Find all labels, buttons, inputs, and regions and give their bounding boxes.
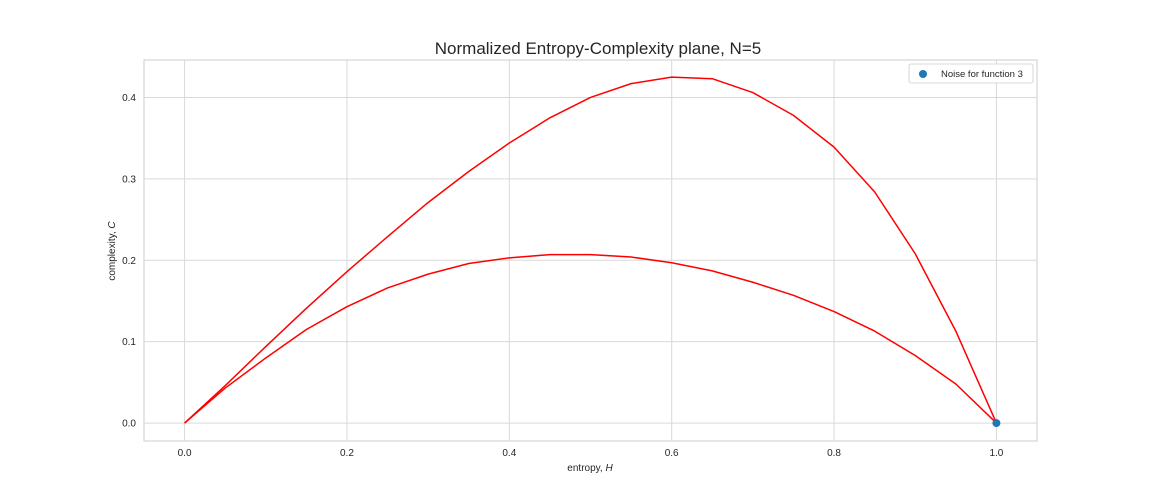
x-axis-label: entropy, H	[567, 463, 613, 474]
x-tick-label: 0.2	[340, 448, 354, 459]
y-tick-label: 0.3	[122, 174, 136, 185]
x-tick-label: 0.4	[502, 448, 516, 459]
grid-lines	[144, 60, 1037, 441]
legend-label: Noise for function 3	[941, 69, 1023, 80]
x-tick-labels: 0.0 0.2 0.4 0.6 0.8 1.0	[178, 448, 1004, 459]
x-tick-label: 0.6	[665, 448, 679, 459]
upper-bound-curve	[184, 76, 998, 424]
y-tick-labels: 0.0 0.1 0.2 0.3 0.4	[122, 93, 136, 430]
chart-title: Normalized Entropy-Complexity plane, N=5	[435, 39, 761, 58]
x-tick-label: 0.0	[178, 448, 192, 459]
x-tick-label: 1.0	[989, 448, 1003, 459]
x-tick-label: 0.8	[827, 448, 841, 459]
y-tick-label: 0.4	[122, 93, 136, 104]
y-tick-label: 0.2	[122, 256, 136, 267]
y-axis-label: complexity, C	[107, 221, 118, 281]
legend: Noise for function 3	[908, 63, 1034, 84]
legend-box	[908, 63, 1034, 84]
y-tick-label: 0.0	[122, 419, 136, 430]
y-tick-label: 0.1	[122, 337, 136, 348]
legend-marker	[919, 70, 927, 78]
plot-area	[143, 59, 1038, 442]
data-series	[184, 76, 1001, 428]
lower-bound-curve	[184, 253, 997, 424]
noise-point	[992, 419, 1001, 428]
